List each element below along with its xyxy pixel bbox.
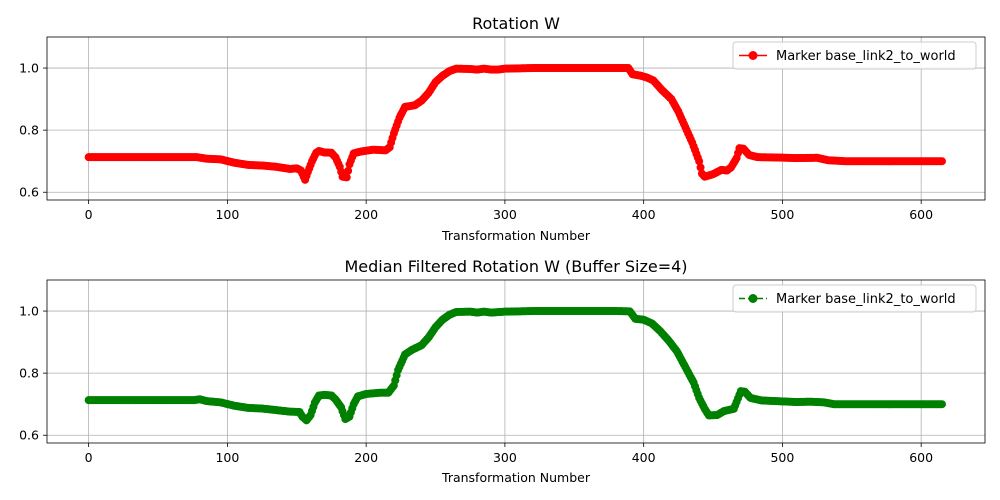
- subplot-1: Rotation W 0 100 200 300 400 500 600 0.6 0.8 1.0 Tr…: [19, 14, 986, 243]
- data-point: [937, 400, 946, 409]
- chart-title: Rotation W: [472, 14, 560, 33]
- y-tick-label: 0.8: [19, 123, 39, 138]
- data-point: [695, 157, 704, 166]
- series-1: [84, 64, 946, 184]
- y-tick-label: 0.6: [19, 428, 39, 443]
- x-tick-label: 0: [85, 207, 93, 222]
- data-point: [696, 163, 705, 172]
- axes-frame: [46, 279, 986, 444]
- legend-marker: [748, 51, 758, 60]
- data-point: [937, 157, 946, 166]
- data-point: [344, 166, 353, 175]
- chart-title: Median Filtered Rotation W (Buffer Size=…: [344, 257, 687, 276]
- x-tick-label: 100: [215, 450, 239, 465]
- legend-box: [732, 41, 977, 70]
- axes-frame: [46, 36, 986, 201]
- y-tick-label: 0.8: [19, 366, 39, 381]
- series-1: [84, 307, 946, 425]
- x-tick-label: 600: [909, 450, 933, 465]
- x-axis-label: Transformation Number: [441, 470, 591, 485]
- x-tick-label: 200: [354, 207, 378, 222]
- data-point: [342, 173, 351, 182]
- x-tick-label: 0: [85, 450, 93, 465]
- y-tick-label: 0.6: [19, 185, 39, 200]
- legend-box: [732, 284, 977, 313]
- y-tick-label: 1.0: [19, 61, 39, 76]
- x-tick-label: 400: [632, 207, 656, 222]
- x-tick-label: 300: [493, 207, 517, 222]
- x-tick-label: 500: [770, 207, 794, 222]
- legend: Marker base_link2_to_world: [732, 41, 977, 70]
- x-tick-label: 200: [354, 450, 378, 465]
- x-tick-label: 400: [632, 450, 656, 465]
- legend-marker: [748, 294, 758, 303]
- x-tick-label: 600: [909, 207, 933, 222]
- legend-label: Marker base_link2_to_world: [776, 49, 956, 64]
- x-tick-label: 100: [215, 207, 239, 222]
- x-tick-label: 300: [493, 450, 517, 465]
- y-tick-label: 1.0: [19, 304, 39, 319]
- x-axis-label: Transformation Number: [441, 228, 591, 243]
- legend-label: Marker base_link2_to_world: [776, 292, 956, 307]
- subplot-2: Median Filtered Rotation W (Buffer Size=…: [19, 257, 986, 485]
- legend: Marker base_link2_to_world: [732, 284, 977, 313]
- x-tick-label: 500: [770, 450, 794, 465]
